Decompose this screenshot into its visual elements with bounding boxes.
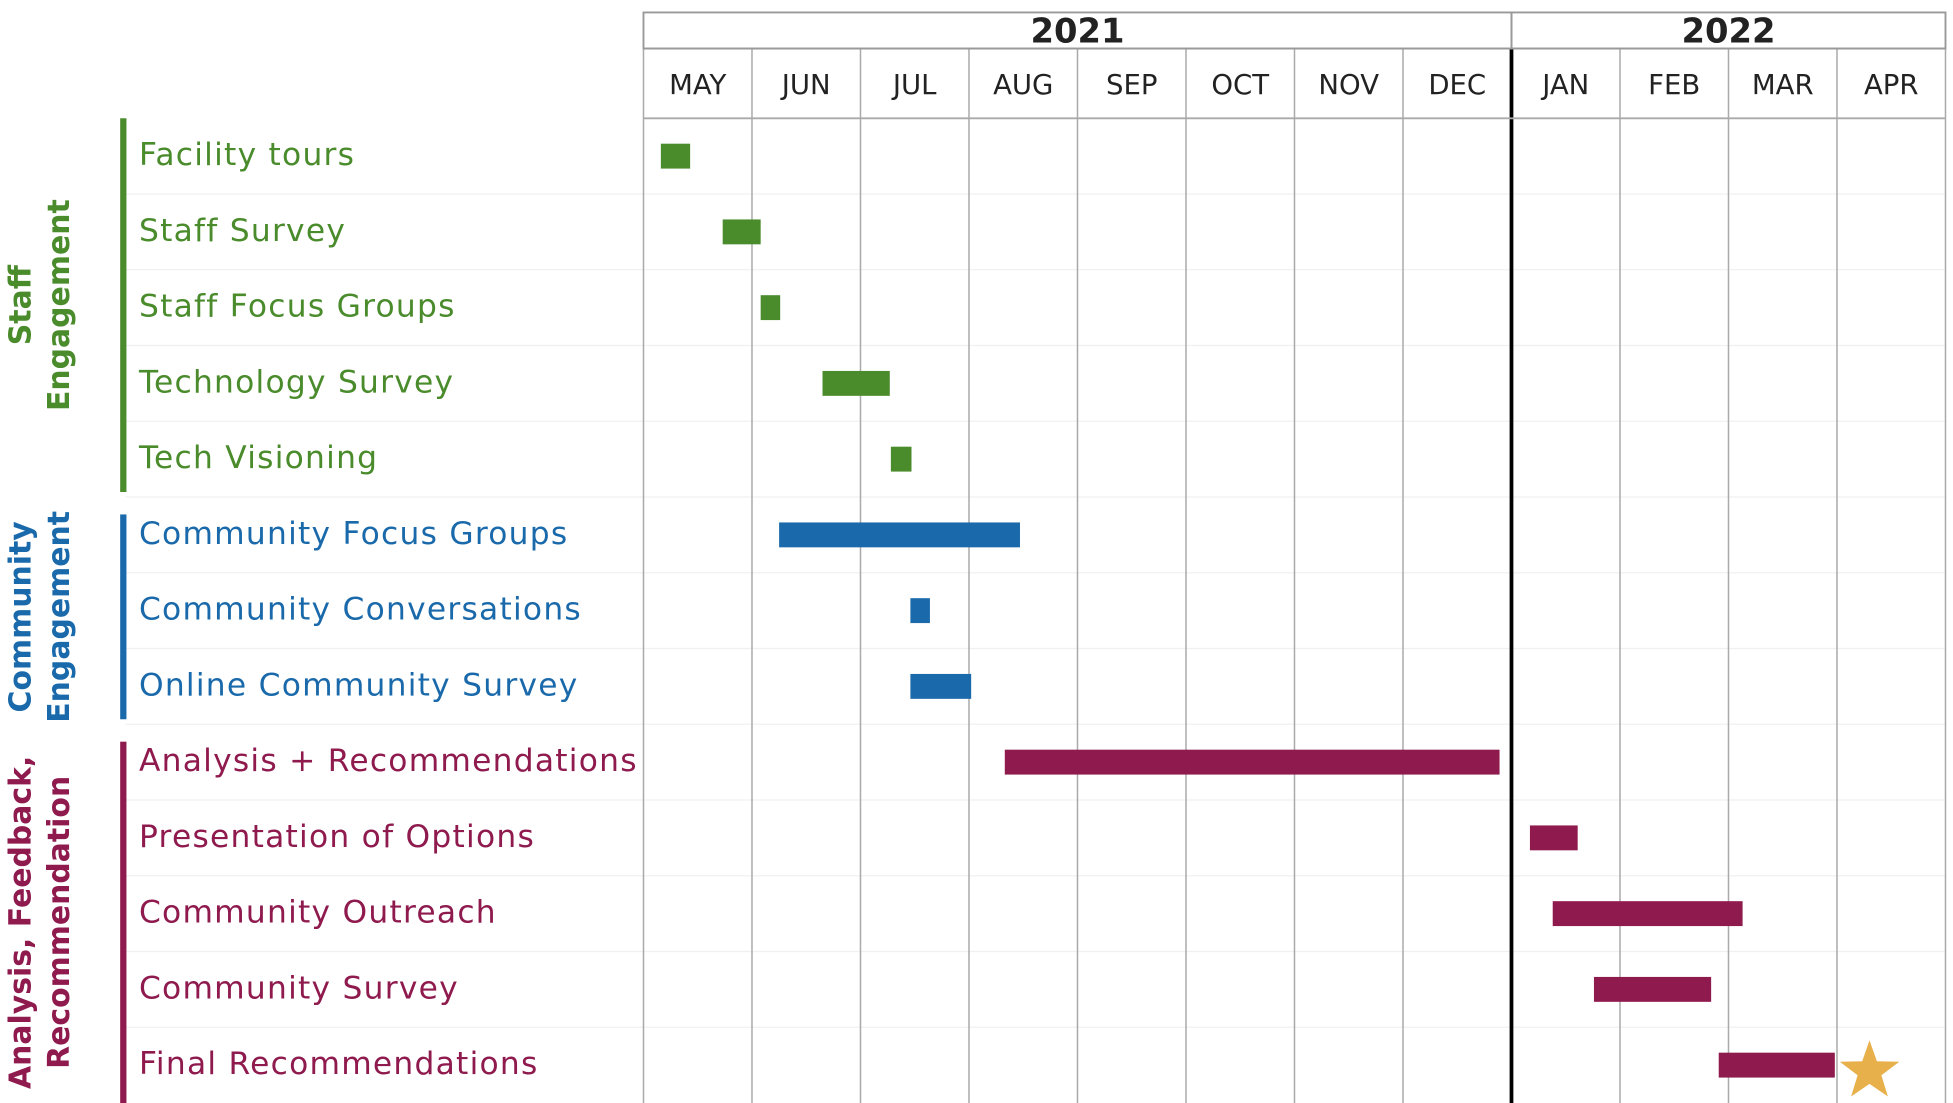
- month-label: AUG: [993, 70, 1053, 101]
- group-bar: [120, 118, 127, 493]
- task-bar: [1552, 901, 1743, 927]
- task-label: Online Community Survey: [139, 667, 579, 703]
- month-label: JUN: [780, 70, 831, 101]
- group-bar: [120, 514, 127, 720]
- task-bar: [1529, 825, 1578, 851]
- month-label: APR: [1864, 70, 1919, 101]
- group-label: Community: [3, 521, 38, 712]
- task-label: Community Outreach: [139, 895, 497, 931]
- task-bar: [760, 295, 781, 321]
- task-label: Technology Survey: [138, 364, 454, 400]
- task-bar: [890, 446, 912, 472]
- year-label: 2021: [1030, 12, 1124, 51]
- group-bar: [120, 741, 127, 1103]
- task-label: Facility tours: [139, 137, 355, 173]
- task-bar: [1593, 976, 1712, 1002]
- month-label: SEP: [1106, 70, 1157, 101]
- task-label: Tech Visioning: [138, 440, 378, 476]
- task-label: Community Survey: [139, 970, 459, 1006]
- year-box: [1510, 11, 1947, 50]
- month-label: MAR: [1752, 70, 1814, 101]
- task-label: Staff Focus Groups: [139, 289, 456, 325]
- month-label: NOV: [1318, 70, 1379, 101]
- group-label: Recommendation: [42, 776, 77, 1069]
- task-label: Staff Survey: [139, 213, 346, 249]
- group-label: Analysis, Feedback,: [3, 756, 38, 1089]
- task-label: Final Recommendations: [139, 1046, 539, 1082]
- task-bar: [1004, 749, 1500, 775]
- task-label: Presentation of Options: [139, 819, 535, 855]
- group-label: Engagement: [42, 511, 77, 723]
- month-label: DEC: [1428, 70, 1486, 101]
- group-label: Engagement: [42, 199, 77, 411]
- milestone-star: [1839, 1040, 1900, 1097]
- group-label: Staff: [3, 264, 38, 345]
- month-label: MAY: [669, 70, 726, 101]
- task-bar: [779, 522, 1020, 548]
- task-bar: [822, 370, 890, 396]
- month-label: FEB: [1648, 70, 1700, 101]
- task-bar: [910, 598, 930, 624]
- task-bar: [660, 143, 691, 169]
- task-bar: [1718, 1052, 1835, 1078]
- task-bar: [910, 673, 972, 699]
- task-label: Community Focus Groups: [139, 516, 568, 552]
- month-label: JUL: [891, 70, 937, 101]
- month-label: OCT: [1211, 70, 1269, 101]
- task-label: Community Conversations: [139, 592, 582, 628]
- task-label: Analysis + Recommendations: [139, 743, 638, 779]
- task-bar: [722, 219, 761, 245]
- month-label: JAN: [1540, 70, 1589, 101]
- year-label: 2022: [1681, 12, 1775, 51]
